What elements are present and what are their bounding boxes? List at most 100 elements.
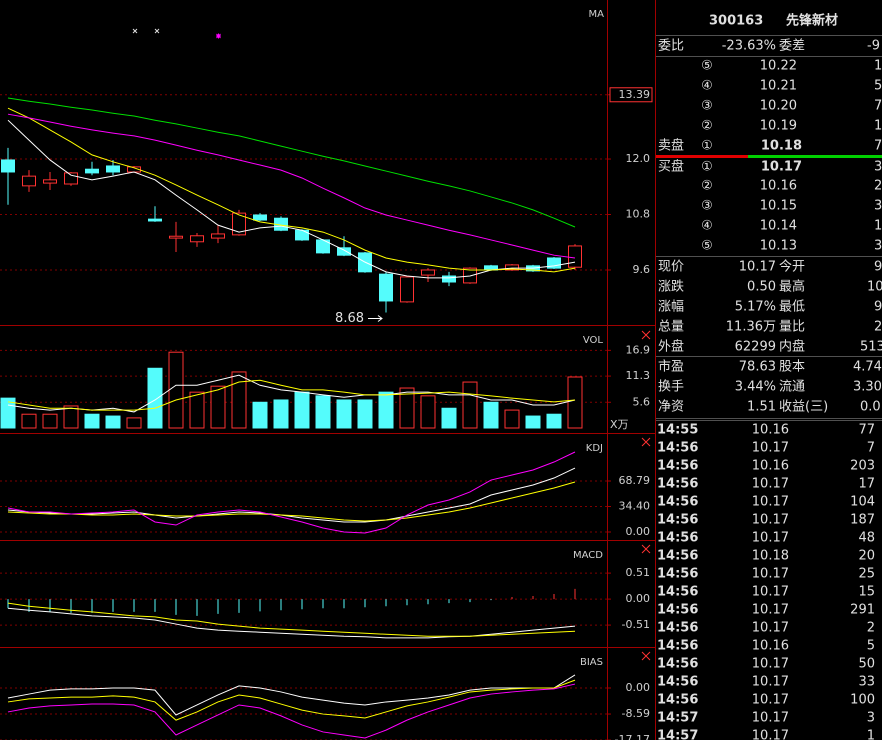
cut-value: 1 [874, 119, 882, 134]
cut-value: 4.74 [853, 360, 882, 375]
panel-title: KDJ [586, 443, 603, 454]
trade-volume: 291 [850, 603, 875, 618]
close-icon[interactable] [641, 437, 651, 447]
trade-time: 14:56 [657, 441, 698, 456]
order-level: ④ [701, 219, 713, 234]
volume-bar [273, 399, 289, 429]
y-tick-label: 34.40 [619, 499, 651, 512]
indicator-line [7, 602, 576, 637]
volume-bar [378, 391, 394, 429]
stock-code: 300163 [709, 14, 763, 29]
trade-price: 10.17 [752, 477, 789, 492]
y-tick-label: -17.17 [615, 733, 650, 740]
cut-value: 3.30 [853, 380, 882, 395]
volume-bar [168, 351, 184, 429]
stock-name: 先锋新材 [786, 13, 838, 29]
trade-time: 14:56 [657, 657, 698, 672]
cut-value: 3 [874, 239, 882, 254]
y-tick-label: 68.79 [619, 474, 651, 487]
trade-time: 14:56 [657, 477, 698, 492]
indicator-line [7, 451, 576, 534]
stat-label: 外盘 [658, 339, 684, 355]
indicator-line [7, 481, 576, 522]
indicator-line [7, 674, 576, 716]
stat-label: 现价 [658, 260, 684, 275]
stat-label: 最低 [779, 300, 805, 315]
indicator-line [7, 374, 576, 413]
trade-volume: 20 [858, 549, 875, 564]
trade-volume: 7 [867, 441, 875, 456]
trade-time: 14:57 [657, 729, 698, 740]
trade-time: 14:56 [657, 495, 698, 510]
volume-bar [126, 417, 142, 429]
ratio-label: 委比 [658, 39, 684, 54]
cut-value: 2 [874, 320, 882, 335]
trade-volume: 50 [858, 657, 875, 672]
trade-time: 14:56 [657, 513, 698, 528]
trade-price: 10.17 [752, 441, 789, 456]
volume-bar [105, 415, 121, 429]
order-level: ② [701, 119, 713, 134]
stat-label: 总量 [658, 320, 684, 335]
cut-value: 3 [874, 160, 882, 175]
candle-body [295, 229, 309, 241]
finance-label: 流通 [779, 380, 805, 395]
y-tick-label: 13.39 [619, 88, 651, 101]
candle-body [1, 159, 15, 173]
y-tick-label: 0.00 [626, 681, 651, 694]
trade-time: 14:56 [657, 621, 698, 636]
indicator-line [7, 119, 576, 279]
trade-time: 14:55 [657, 423, 698, 438]
trade-time: 14:56 [657, 549, 698, 564]
order-side-label: 卖盘 [658, 138, 684, 154]
trade-time: 14:56 [657, 675, 698, 690]
volume-bar [63, 405, 79, 429]
candle-body [337, 247, 351, 256]
trade-price: 10.16 [752, 459, 789, 474]
volume-bar [252, 401, 268, 429]
trade-price: 10.16 [752, 639, 789, 654]
volume-bar [21, 413, 37, 429]
order-level: ③ [701, 199, 713, 214]
trade-price: 10.17 [752, 495, 789, 510]
trade-volume: 100 [850, 693, 875, 708]
candle-body [442, 275, 456, 283]
volume-bar [231, 371, 247, 429]
finance-label: 换手 [658, 380, 684, 395]
trade-time: 14:56 [657, 693, 698, 708]
panel-title: MA [589, 9, 605, 20]
order-level: ① [701, 160, 713, 175]
cut-value: 7 [874, 139, 882, 154]
close-icon[interactable] [641, 330, 651, 340]
panel-title: MACD [573, 550, 603, 561]
cut-value: 5 [874, 79, 882, 94]
order-level: ④ [701, 79, 713, 94]
order-price: 10.18 [761, 139, 802, 154]
finance-label: 收益(三) [779, 400, 828, 415]
candle-body [22, 175, 36, 187]
close-icon[interactable] [641, 651, 651, 661]
cut-value: 1 [874, 59, 882, 74]
cut-value: 513 [860, 340, 882, 355]
cut-value: 2 [874, 179, 882, 194]
stat-label: 涨跌 [658, 279, 684, 295]
finance-value: 78.63 [739, 360, 776, 375]
candle-body [253, 214, 267, 221]
candle-body [379, 273, 393, 302]
trade-volume: 3 [867, 711, 875, 726]
trade-time: 14:56 [657, 603, 698, 618]
close-icon[interactable] [641, 544, 651, 554]
candle-body [148, 218, 162, 222]
trade-volume: 15 [858, 585, 875, 600]
y-tick-label: 5.6 [633, 395, 651, 408]
candle-body [232, 212, 246, 236]
trade-volume: 1 [867, 729, 875, 740]
order-level: ① [701, 139, 713, 154]
volume-bar [546, 413, 562, 429]
volume-bar [336, 399, 352, 429]
trade-price: 10.17 [752, 603, 789, 618]
tick-box [609, 87, 653, 103]
order-price: 10.20 [760, 99, 797, 114]
y-tick-label: 10.8 [626, 208, 651, 221]
cut-value: 3 [874, 199, 882, 214]
